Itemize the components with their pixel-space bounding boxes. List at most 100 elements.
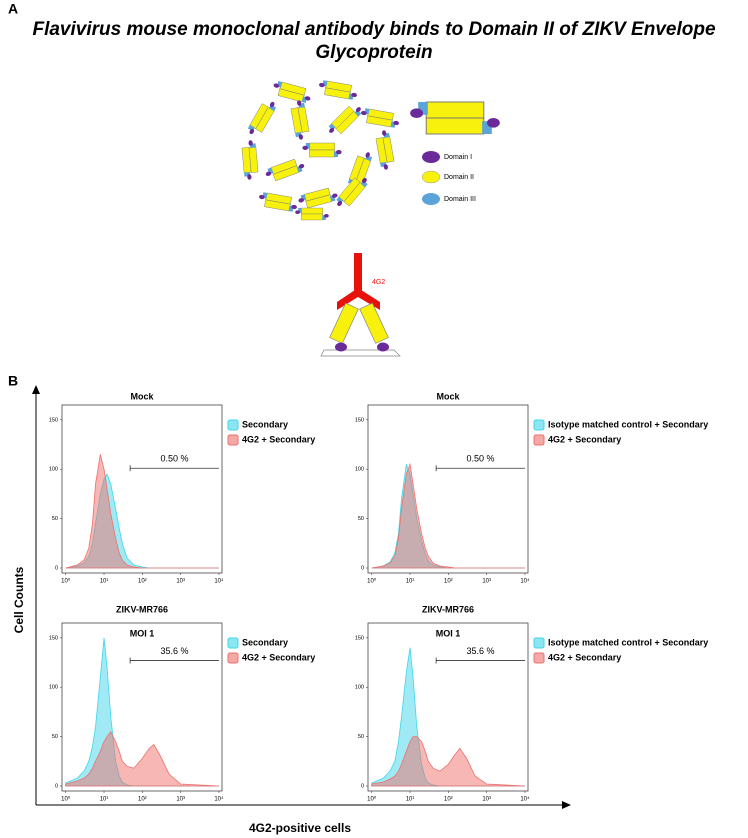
y-tick-label: 0 [361, 783, 364, 789]
legend-swatch [227, 419, 239, 431]
legend-label: 4G2 + Secondary [242, 434, 315, 444]
x-tick-label: 10³ [176, 579, 185, 585]
x-tick-label: 10¹ [406, 579, 415, 585]
x-tick-label: 10⁰ [367, 578, 377, 585]
x-tick-label: 10³ [482, 579, 491, 585]
arrow-head [562, 801, 571, 809]
domain [329, 302, 359, 344]
histogram-area [371, 464, 525, 569]
x-tick-label: 10⁴ [520, 796, 530, 803]
dimer [294, 207, 330, 221]
legend-swatch [533, 637, 545, 649]
x-tick-label: 10² [444, 579, 453, 585]
legend-label: 4G2 + Secondary [242, 652, 315, 662]
virion [240, 79, 401, 221]
membrane [320, 349, 401, 357]
antibody-arms [337, 288, 380, 310]
histogram-area [371, 736, 525, 787]
x-tick-label: 10⁰ [367, 796, 377, 803]
x-axis-label: 4G2-positive cells [249, 821, 351, 835]
y-tick-label: 150 [49, 417, 58, 423]
dimer-legend-icon [409, 101, 501, 135]
x-tick-label: 10³ [482, 797, 491, 803]
y-tick-label: 0 [55, 783, 58, 789]
antibody-stem [354, 253, 362, 295]
dimer [302, 142, 342, 158]
antibody-diagram: 4G2 [320, 253, 401, 357]
dimer [296, 185, 340, 211]
dimer [325, 100, 365, 140]
dimer [374, 129, 396, 171]
legend-label: Domain I [444, 154, 472, 161]
legend-swatch [227, 652, 239, 664]
legend-swatch [533, 652, 545, 664]
legend-label: Secondary [242, 419, 288, 429]
x-tick-label: 10² [138, 797, 147, 803]
y-tick-label: 100 [355, 685, 364, 691]
y-tick-label: 150 [49, 635, 58, 641]
y-tick-label: 50 [358, 734, 364, 740]
legend-swatch [227, 637, 239, 649]
chart-title: Mock [130, 391, 154, 401]
gate-label: 35.6 % [161, 646, 189, 656]
dimer [317, 79, 359, 101]
antibody-label: 4G2 [372, 279, 385, 286]
chart-subtitle: MOI 1 [436, 628, 461, 638]
legend-swatch [422, 151, 440, 163]
x-tick-label: 10¹ [100, 579, 109, 585]
legend-swatch [421, 170, 441, 184]
legend-swatch [422, 193, 440, 205]
chart-subtitle: MOI 1 [130, 628, 155, 638]
x-tick-label: 10⁴ [214, 796, 224, 803]
domain [377, 342, 389, 352]
x-tick-label: 10⁰ [61, 578, 71, 585]
y-tick-label: 50 [52, 734, 58, 740]
y-tick-label: 100 [49, 467, 58, 473]
y-axis-label: Cell Counts [12, 566, 26, 633]
plot-frame [367, 622, 529, 792]
gate-label: 0.50 % [161, 454, 189, 464]
domain [359, 302, 389, 344]
dimer [240, 139, 260, 181]
legend-label: Secondary [242, 637, 288, 647]
gate-label: 0.50 % [467, 454, 495, 464]
dimer [245, 97, 279, 139]
plot-frame [367, 404, 529, 574]
x-tick-label: 10⁴ [214, 578, 224, 585]
chart-title: Mock [436, 391, 460, 401]
dimer [263, 156, 307, 184]
figure-title: Flavivirus mouse monoclonal antibody bin… [32, 19, 716, 63]
histogram-area [371, 462, 525, 569]
legend-label: Isotype matched control + Secondary [548, 419, 708, 429]
legend-label: Isotype matched control + Secondary [548, 637, 708, 647]
legend-label: Domain II [444, 174, 474, 181]
y-tick-label: 0 [361, 565, 364, 571]
x-tick-label: 10⁰ [61, 796, 71, 803]
gate-label: 35.6 % [467, 646, 495, 656]
legend-label: 4G2 + Secondary [548, 652, 621, 662]
legend-swatch [533, 419, 545, 431]
histogram-area [65, 730, 219, 787]
y-tick-label: 50 [358, 516, 364, 522]
domain [335, 342, 347, 352]
x-tick-label: 10² [444, 797, 453, 803]
dimer [289, 99, 311, 141]
x-tick-label: 10⁴ [520, 578, 530, 585]
plot-frame [61, 404, 223, 574]
y-tick-label: 0 [55, 565, 58, 571]
chart-title: ZIKV-MR766 [116, 604, 168, 614]
panel-label: B [8, 373, 18, 389]
x-tick-label: 10³ [176, 797, 185, 803]
x-tick-label: 10¹ [406, 797, 415, 803]
y-tick-label: 100 [49, 685, 58, 691]
chart-title: ZIKV-MR766 [422, 604, 474, 614]
legend-swatch [533, 434, 545, 446]
y-tick-label: 150 [355, 635, 364, 641]
arrow-head [32, 385, 40, 394]
y-tick-label: 150 [355, 417, 364, 423]
panel-label: A [8, 1, 18, 17]
histogram-area [65, 454, 219, 569]
x-tick-label: 10² [138, 579, 147, 585]
legend-label: 4G2 + Secondary [548, 434, 621, 444]
